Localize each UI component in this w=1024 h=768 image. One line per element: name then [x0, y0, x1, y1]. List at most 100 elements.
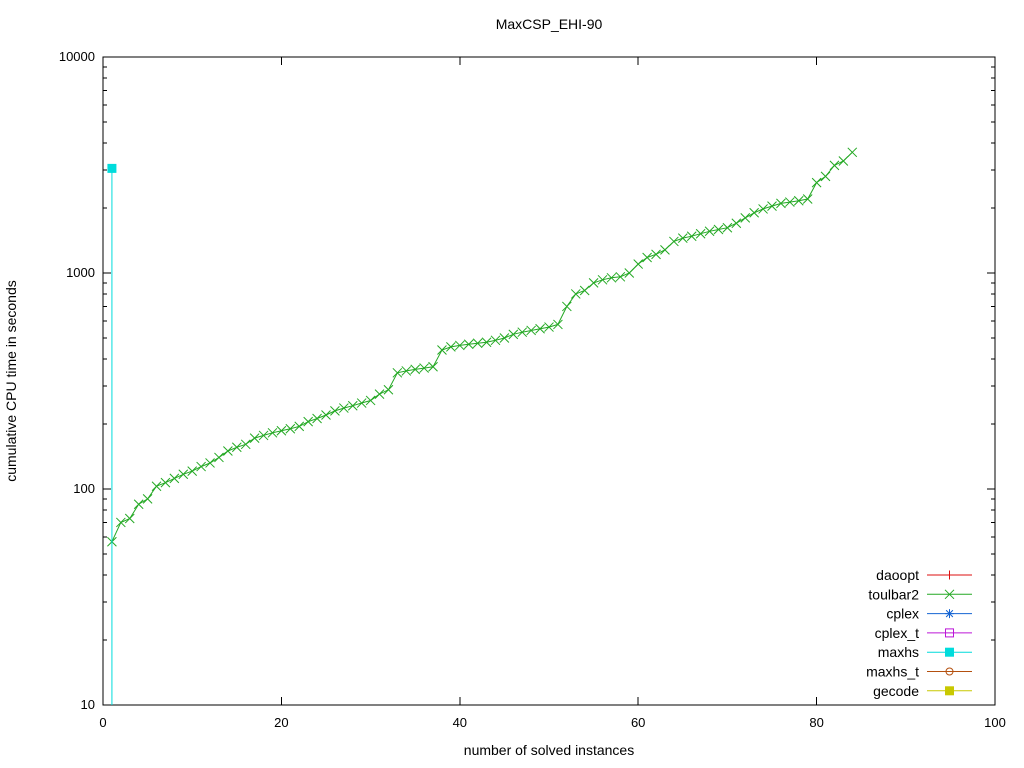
series-point-marker [740, 213, 751, 223]
series-point-marker [669, 236, 679, 247]
axis-ticks [102, 56, 996, 706]
series-point-marker [597, 274, 608, 285]
series-point-marker [267, 427, 278, 438]
series-point-marker [767, 201, 777, 211]
x-tick-label: 40 [453, 715, 467, 730]
x-tick-label: 20 [274, 715, 288, 730]
series-point-marker [294, 421, 305, 432]
series-point-marker [401, 366, 412, 376]
series-point-marker [526, 325, 537, 336]
series-point-marker [481, 337, 492, 348]
legend-row-cplex_t: cplex_t [875, 625, 972, 641]
series-point-marker [205, 458, 215, 468]
series-point-marker [437, 345, 447, 355]
series-point-marker [624, 268, 635, 278]
y-tick-label: 10000 [59, 49, 95, 64]
series-point-marker [793, 195, 804, 206]
series-point-marker [695, 228, 706, 239]
series-point-marker [677, 233, 688, 243]
series-point-marker [758, 204, 768, 214]
y-tick-label: 1000 [66, 265, 95, 280]
series-point-marker [811, 177, 822, 188]
series-point-marker [187, 466, 198, 476]
series-point-marker [356, 398, 367, 408]
series-point-marker [285, 423, 296, 434]
legend-label: gecode [873, 683, 919, 699]
series-point-marker [231, 442, 242, 453]
series-point-marker [419, 363, 429, 373]
legend-row-maxhs: maxhs [878, 644, 972, 660]
y-axis-label: cumulative CPU time in seconds [3, 280, 19, 482]
series-point-marker [829, 160, 840, 171]
series-point-marker [107, 163, 117, 173]
series-point-marker [428, 361, 438, 372]
series-point-marker [588, 278, 599, 288]
legend-marker-open-square-icon [945, 628, 954, 638]
legend-marker-cross-icon [944, 589, 955, 600]
series-point-marker [223, 446, 233, 456]
series-point-marker [196, 461, 206, 472]
legend-marker-open-circle-icon [945, 667, 954, 676]
series-point-marker [802, 194, 813, 204]
series-point-marker [686, 231, 697, 242]
series-point-marker [347, 400, 358, 411]
series-point-marker [276, 425, 287, 436]
series-point-marker [454, 340, 465, 351]
legend-label: maxhs_t [866, 664, 919, 680]
legend-marker-plus-icon [945, 570, 954, 580]
plot-series [107, 147, 858, 705]
legend-marker-asterisk-icon [945, 609, 954, 619]
series-point-marker [365, 395, 376, 406]
series-point-marker [490, 335, 501, 346]
legend-label: maxhs [878, 644, 919, 660]
series-point-marker [553, 319, 563, 330]
series-point-marker [776, 198, 786, 209]
series-point-marker [704, 226, 715, 237]
series-point-marker [142, 494, 153, 504]
series-point-marker [838, 156, 849, 166]
series-point-marker [579, 285, 590, 296]
axis-tick-labels: 0 20 40 60 80 100 10 100 1000 10000 [59, 49, 1006, 730]
series-point-marker [472, 338, 483, 349]
x-axis-label: number of solved instances [464, 742, 634, 758]
series-point-marker [374, 389, 385, 399]
series-point-marker [214, 452, 224, 463]
series-point-marker [321, 410, 331, 420]
x-tick-label: 60 [631, 715, 645, 730]
series-point-marker [178, 469, 189, 480]
x-tick-label: 0 [99, 715, 106, 730]
series-point-marker [508, 329, 519, 340]
series-point-marker [535, 323, 545, 334]
series-point-marker [633, 259, 644, 269]
series-point-marker [303, 416, 314, 427]
legend-row-toulbar2: toulbar2 [868, 586, 972, 602]
legend-label: cplex_t [875, 625, 919, 641]
series-point-marker [160, 477, 171, 488]
series-point-marker [249, 433, 260, 443]
legend-label: toulbar2 [868, 586, 919, 602]
series-point-marker [392, 367, 403, 378]
series-maxhs [107, 163, 117, 705]
series-point-marker [561, 301, 572, 312]
series-point-marker [606, 272, 617, 283]
series-point-marker [615, 271, 626, 282]
legend-marker-filled-square-icon [945, 686, 954, 696]
series-point-marker [330, 406, 340, 416]
series-point-marker [338, 403, 349, 413]
series-point-marker [642, 252, 652, 263]
series-point-marker [463, 339, 474, 350]
series-point-marker [258, 430, 269, 441]
series-point-marker [446, 342, 456, 352]
series-point-marker [660, 244, 670, 255]
legend-row-cplex: cplex [886, 606, 972, 622]
y-tick-label: 100 [73, 481, 95, 496]
series-point-marker [151, 481, 162, 492]
x-tick-label: 100 [984, 715, 1006, 730]
series-point-marker [570, 289, 581, 299]
series-point-marker [124, 513, 135, 524]
series-point-marker [722, 222, 733, 233]
series-point-marker [517, 327, 528, 338]
